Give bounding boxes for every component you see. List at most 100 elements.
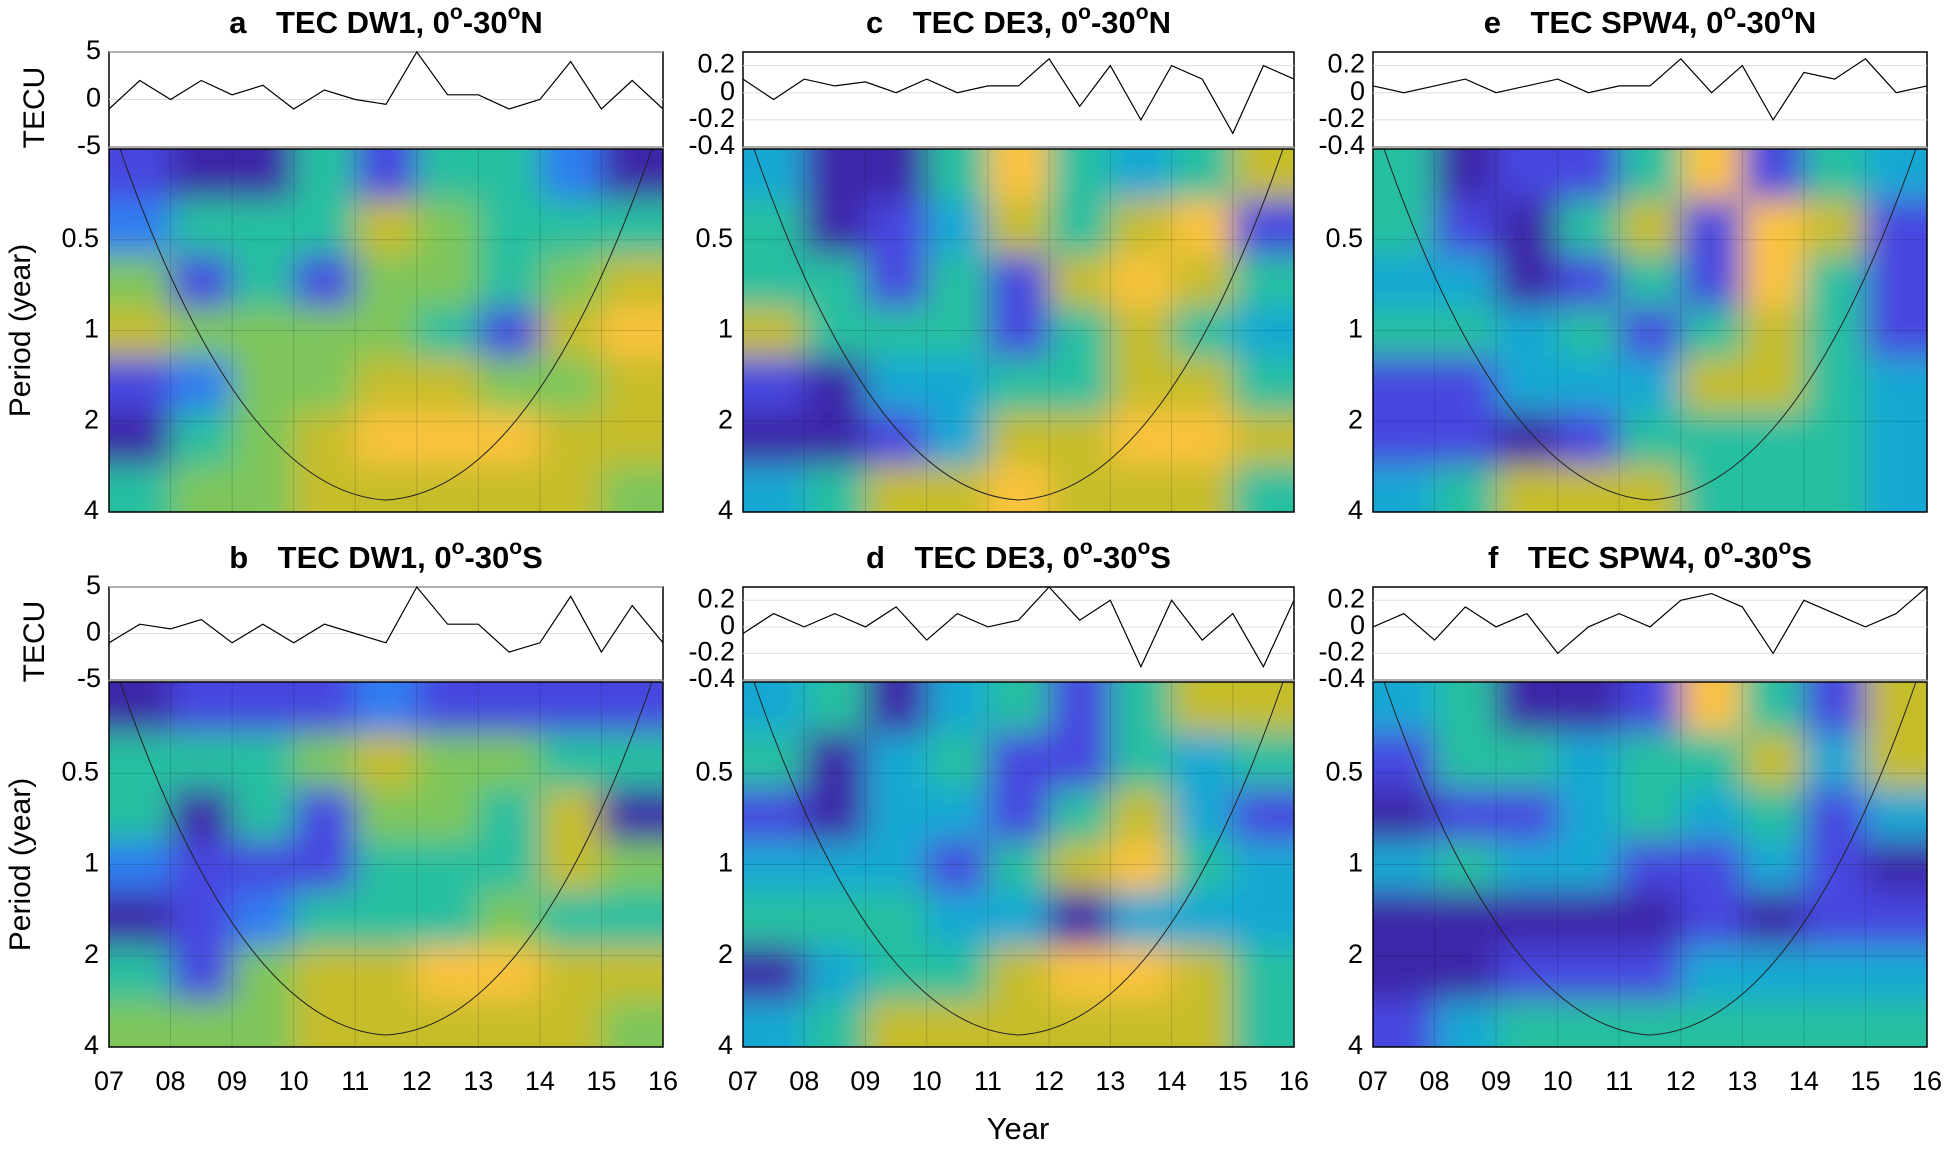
x-tick-label: 09	[1481, 1066, 1511, 1096]
wavelet-cell	[1680, 891, 1743, 947]
y-tick-label: 2	[84, 404, 99, 434]
wavelet-cell	[539, 946, 602, 1001]
wavelet-cell	[1680, 465, 1743, 512]
title-part: TEC DE3, 0	[914, 540, 1079, 575]
title-part: -30	[1091, 5, 1136, 40]
wavelet-cell	[1742, 732, 1805, 789]
x-tick-label: 12	[1666, 1066, 1696, 1096]
wavelet-cell	[1049, 149, 1111, 200]
title-part: N	[1149, 5, 1171, 40]
x-tick-label: 11	[341, 1066, 369, 1096]
x-tick-label: 13	[1095, 1066, 1125, 1096]
y-tick-label: 2	[1348, 939, 1363, 969]
wavelet-cell	[416, 891, 479, 947]
wavelet-cell	[109, 841, 172, 892]
wavelet-cell	[1557, 682, 1620, 734]
y-tick-label: 0.5	[695, 223, 733, 253]
title-part: -30	[1734, 540, 1779, 575]
wavelet-cell	[1680, 411, 1743, 466]
wavelet-cell	[601, 254, 663, 308]
wavelet-cell	[865, 788, 928, 842]
title-part: o	[1080, 536, 1093, 559]
wavelet-cell	[232, 199, 295, 256]
wavelet-cell	[1803, 999, 1866, 1047]
wavelet-cell	[416, 682, 479, 734]
wavelet-frame	[742, 148, 1295, 513]
wavelet-cell	[416, 732, 479, 789]
wavelet-cell	[1742, 841, 1805, 892]
wavelet-cell	[355, 946, 418, 1001]
wavelet-cell	[416, 411, 479, 466]
wavelet-cell	[1496, 732, 1559, 789]
wavelet-cell	[1049, 254, 1111, 308]
wavelet-cell	[539, 788, 602, 842]
wavelet-cell	[1171, 307, 1234, 358]
wavelet-cell	[232, 841, 295, 892]
y-tick-label: 1	[84, 848, 99, 878]
wavelet-cell	[1110, 946, 1173, 1001]
wavelet-cell	[987, 682, 1050, 734]
x-tick-label: 15	[1218, 1066, 1248, 1096]
x-tick-label: 10	[279, 1066, 309, 1096]
title-part: TEC SPW4, 0	[1528, 540, 1721, 575]
wavelet-cell	[170, 946, 233, 1001]
wavelet-cell	[1110, 841, 1173, 892]
wavelet-cell	[1496, 465, 1559, 512]
ts-y-tick-label: -0.2	[1318, 637, 1365, 667]
wavelet-cell	[865, 946, 928, 1001]
wavelet-cell	[1865, 199, 1927, 256]
ts-y-tick-label: 0	[720, 610, 735, 640]
wavelet-frame	[108, 681, 664, 1048]
wavelet-cell	[1496, 307, 1559, 358]
wavelet-cell	[1110, 682, 1173, 734]
ts-y-tick-label: -0.4	[1318, 130, 1365, 160]
wavelet-cell	[1373, 149, 1436, 200]
wavelet-cell	[1619, 357, 1682, 413]
wavelet-cell	[743, 149, 805, 200]
wavelet-cell	[1619, 199, 1682, 256]
wavelet-cell	[804, 732, 866, 789]
wavelet-cell	[601, 465, 663, 512]
panel-letter: c	[866, 5, 883, 40]
wavelet-cell	[743, 254, 805, 308]
title-part: TEC SPW4, 0	[1530, 5, 1723, 40]
wavelet-cell	[355, 149, 418, 200]
wavelet-cell	[1557, 254, 1620, 308]
wavelet-cell	[1680, 199, 1743, 256]
wavelet-cell	[1232, 682, 1294, 734]
wavelet-cell	[987, 149, 1050, 200]
wavelet-cell	[1110, 254, 1173, 308]
wavelet-cell	[1373, 357, 1436, 413]
panel-letter: d	[866, 540, 885, 575]
wavelet-cell	[232, 254, 295, 308]
wavelet-cell	[1110, 891, 1173, 947]
panel-title: f TEC SPW4, 0o-30oS	[1488, 536, 1812, 575]
wavelet-cell	[1171, 682, 1234, 734]
wavelet-cell	[1557, 841, 1620, 892]
title-part: o	[1078, 1, 1091, 24]
wavelet-cell	[1496, 891, 1559, 947]
wavelet-cell	[1232, 149, 1294, 200]
x-tick-label: 07	[94, 1066, 124, 1096]
wavelet-cell	[601, 357, 663, 413]
wavelet-cell	[987, 411, 1050, 466]
cone-of-influence	[1383, 149, 1917, 501]
wavelet-cell	[1742, 307, 1805, 358]
wavelet-cell	[1680, 254, 1743, 308]
wavelet-cell	[1803, 841, 1866, 892]
wavelet-cell	[109, 199, 172, 256]
wavelet-cell	[1865, 788, 1927, 842]
wavelet-cell	[170, 999, 233, 1047]
wavelet-cell	[478, 307, 541, 358]
wavelet-cell	[539, 357, 602, 413]
ts-line	[1372, 586, 1928, 655]
wavelet-cells	[743, 682, 1294, 1047]
wavelet-cell	[478, 411, 541, 466]
wavelet-cell	[478, 891, 541, 947]
wavelet-cell	[1434, 788, 1497, 842]
wavelet-cell	[109, 465, 172, 512]
wavelet-cell	[293, 732, 356, 789]
wavelet-cell	[293, 199, 356, 256]
wavelet-cell	[1680, 307, 1743, 358]
wavelet-field	[1373, 149, 1927, 512]
